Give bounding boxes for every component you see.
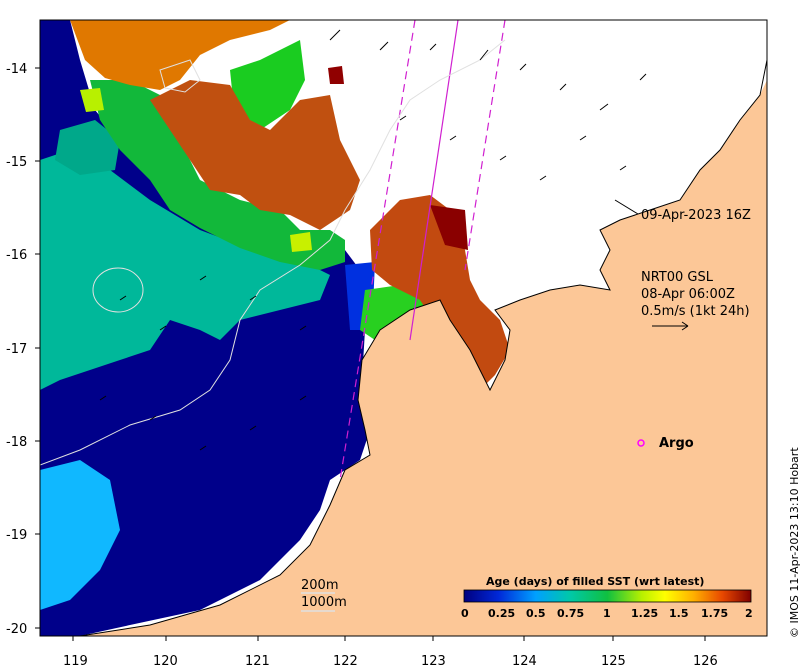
sst-darkred-patch-2 xyxy=(328,66,344,84)
y-tick-label: -17 xyxy=(6,342,27,357)
sst-lime-patch-2 xyxy=(290,232,312,252)
sst-green-region xyxy=(90,80,345,270)
colorbar-tick: 1 xyxy=(603,607,611,620)
land-mass xyxy=(80,20,767,636)
current-time-label: 08-Apr 06:00Z xyxy=(641,287,735,302)
sst-brown-region-east xyxy=(370,195,510,390)
colorbar-gradient xyxy=(463,589,752,603)
colorbar-tick: 0.75 xyxy=(557,607,584,620)
y-tick-label: -18 xyxy=(6,435,27,450)
x-tick-label: 120 xyxy=(153,654,178,669)
coastline xyxy=(79,59,767,636)
colorbar: Age (days) of filled SST (wrt latest) 0 … xyxy=(457,573,758,623)
colorbar-tick: 0 xyxy=(461,607,469,620)
sst-green-coast xyxy=(360,285,430,340)
argo-label: Argo xyxy=(659,436,694,451)
colorbar-tick: 0.25 xyxy=(488,607,515,620)
y-tick-label: -20 xyxy=(6,622,27,637)
y-tick-label: -14 xyxy=(6,62,27,77)
argo-float-marker[interactable] xyxy=(637,439,645,447)
satellite-swath xyxy=(339,20,506,481)
x-tick-label: 126 xyxy=(693,654,718,669)
colorbar-tick: 2 xyxy=(745,607,753,620)
sst-teal-region xyxy=(40,150,330,390)
x-tick-label: 119 xyxy=(63,654,88,669)
y-tick-label: -15 xyxy=(6,155,27,170)
y-axis: -14 -15 -16 -17 -18 -19 -20 xyxy=(6,62,40,637)
map-frame xyxy=(39,19,768,637)
current-scale-label: 0.5m/s (1kt 24h) xyxy=(641,304,750,319)
current-model-label: NRT00 GSL xyxy=(641,270,714,285)
x-tick-label: 125 xyxy=(601,654,626,669)
y-tick-label: -19 xyxy=(6,528,27,543)
sst-brown-region xyxy=(150,80,360,230)
x-tick-label: 122 xyxy=(333,654,358,669)
sst-green-patch xyxy=(230,40,305,130)
colorbar-tick: 1.5 xyxy=(669,607,689,620)
date-label: 09-Apr-2023 16Z xyxy=(641,208,751,223)
x-tick-label: 121 xyxy=(245,654,270,669)
bathymetry-contours xyxy=(40,39,506,466)
current-vectors xyxy=(99,29,647,451)
sst-cyan-region xyxy=(40,460,120,610)
bathy-label-200m: 200m xyxy=(301,578,338,593)
bathy-label-1000m: 1000m xyxy=(301,595,347,610)
scale-arrow xyxy=(652,321,689,331)
sst-teal-patch xyxy=(55,120,120,175)
x-tick-label: 123 xyxy=(421,654,446,669)
sst-lime-patch xyxy=(80,88,104,112)
sst-orange-region xyxy=(70,20,290,90)
colorbar-title: Age (days) of filled SST (wrt latest) xyxy=(486,575,704,588)
x-axis: 119 120 121 122 123 124 125 126 xyxy=(63,636,718,669)
date-pointer-line xyxy=(614,199,639,215)
sst-darkred-patch xyxy=(430,205,468,250)
y-tick-label: -16 xyxy=(6,248,27,263)
colorbar-tick: 1.75 xyxy=(701,607,728,620)
x-tick-label: 124 xyxy=(512,654,537,669)
map-plot-area xyxy=(40,20,767,636)
colorbar-tick: 0.5 xyxy=(526,607,546,620)
colorbar-tick: 1.25 xyxy=(631,607,658,620)
credit-text: © IMOS 11-Apr-2023 13:10 Hobart xyxy=(788,447,801,638)
